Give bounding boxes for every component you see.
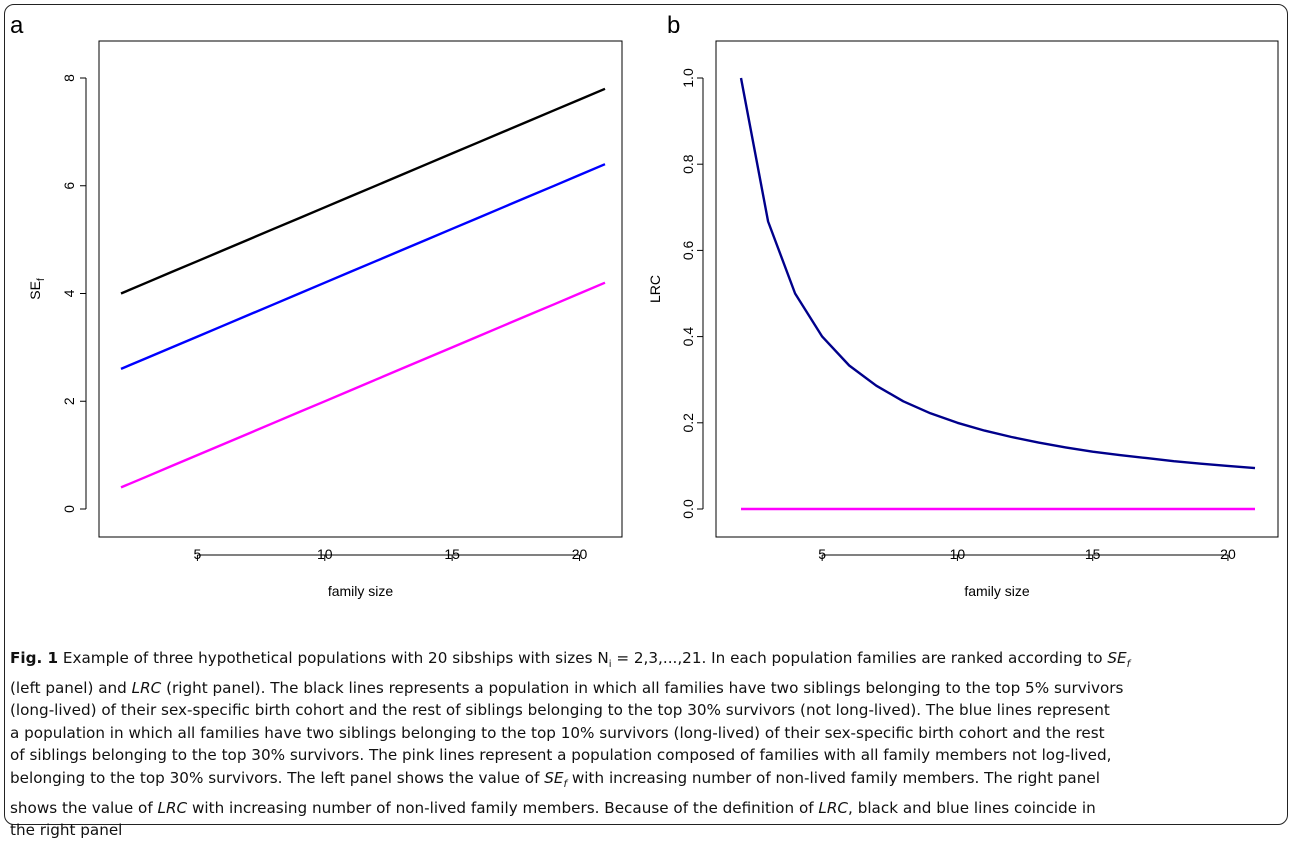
x-tick-label: 15 <box>1085 546 1101 562</box>
caption-text: (right panel). The black lines represent… <box>161 678 1124 697</box>
x-tick-label: 15 <box>444 546 460 562</box>
caption-text: (left panel) and <box>10 678 132 697</box>
caption-line: Fig. 1 Example of three hypothetical pop… <box>10 647 1280 677</box>
caption-text: LRC <box>157 798 188 817</box>
y-axis-title: SEf <box>27 278 47 300</box>
y-axis-title-main: LRC <box>647 275 663 303</box>
figure-frame <box>4 4 1288 825</box>
caption-text: with increasing number of non-lived fami… <box>567 769 1100 787</box>
y-tick-label: 1.0 <box>680 68 696 88</box>
y-tick-label: 0.2 <box>680 413 696 433</box>
caption-text: f <box>563 779 568 791</box>
panel-label: b <box>667 12 680 39</box>
y-tick-label: 0.6 <box>680 240 696 260</box>
figure-caption: Fig. 1 Example of three hypothetical pop… <box>10 647 1280 842</box>
caption-line: of siblings belonging to the top 30% sur… <box>10 744 1280 767</box>
panel-b: b 5 10 15 20 0.0 0.2 0.4 0.6 0.8 1.0 family size LRC <box>647 12 1279 599</box>
caption-text: i <box>608 659 612 671</box>
figure-charts: a 5 10 15 20 0 2 4 6 8 family size SEf b 5 10 15 20 0.0 0… <box>10 12 1279 599</box>
y-tick-label: 4 <box>61 289 77 297</box>
caption-text: SE <box>544 769 564 787</box>
caption-text: LRC <box>818 798 849 817</box>
x-tick-label: 10 <box>950 546 966 562</box>
caption-text: f <box>1126 659 1131 671</box>
caption-text: shows the value of <box>10 798 158 817</box>
y-axis-title-main: SE <box>27 281 43 300</box>
caption-line: shows the value of LRC with increasing n… <box>10 797 1280 820</box>
series-line-0 <box>739 77 1256 470</box>
caption-line: (long-lived) of their sex-specific birth… <box>10 699 1280 722</box>
y-tick-label: 0.4 <box>680 327 696 347</box>
caption-text: Example of three hypothetical population… <box>58 649 609 667</box>
caption-text: of siblings belonging to the top 30% sur… <box>10 746 1112 765</box>
x-tick-label: 5 <box>194 546 202 562</box>
series-line-0 <box>120 87 606 295</box>
y-axis-title: LRC <box>647 275 663 303</box>
plot-frame <box>715 40 1279 538</box>
y-tick-label: 6 <box>61 182 77 190</box>
x-tick-label: 20 <box>1220 546 1236 562</box>
caption-text: with increasing number of non-lived fami… <box>187 798 819 817</box>
x-tick-label: 20 <box>572 546 588 562</box>
caption-text: = 2,3,...,21. In each population familie… <box>611 649 1108 667</box>
figure-label: Fig. 1 <box>10 649 59 667</box>
plot-frame <box>98 40 623 538</box>
x-tick-label: 10 <box>317 546 333 562</box>
y-axis-title-subscript: f <box>36 278 47 281</box>
caption-line: (left panel) and LRC (right panel). The … <box>10 677 1280 700</box>
x-tick-label: 5 <box>818 546 826 562</box>
caption-text: SE <box>1107 649 1127 667</box>
caption-text: a population in which all families have … <box>10 723 1105 742</box>
y-tick-label: 0 <box>61 505 77 513</box>
series-line-2 <box>120 281 606 489</box>
y-tick-label: 2 <box>61 397 77 405</box>
y-tick-label: 8 <box>61 74 77 82</box>
caption-text: LRC <box>131 678 162 697</box>
caption-text: the right panel <box>10 821 123 840</box>
x-axis-title: family size <box>328 583 394 599</box>
caption-line: belonging to the top 30% survivors. The … <box>10 767 1280 797</box>
series-line-1 <box>120 163 606 371</box>
x-axis-title: family size <box>964 583 1030 599</box>
caption-text: , black and blue lines coincide in <box>848 798 1096 817</box>
caption-text: belonging to the top 30% survivors. The … <box>10 769 545 787</box>
y-tick-label: 0.0 <box>680 499 696 519</box>
panel-label: a <box>10 12 24 39</box>
caption-text: (long-lived) of their sex-specific birth… <box>10 701 1110 720</box>
caption-line: a population in which all families have … <box>10 722 1280 745</box>
panel-a: a 5 10 15 20 0 2 4 6 8 family size SEf <box>10 12 623 599</box>
y-tick-label: 0.8 <box>680 154 696 174</box>
